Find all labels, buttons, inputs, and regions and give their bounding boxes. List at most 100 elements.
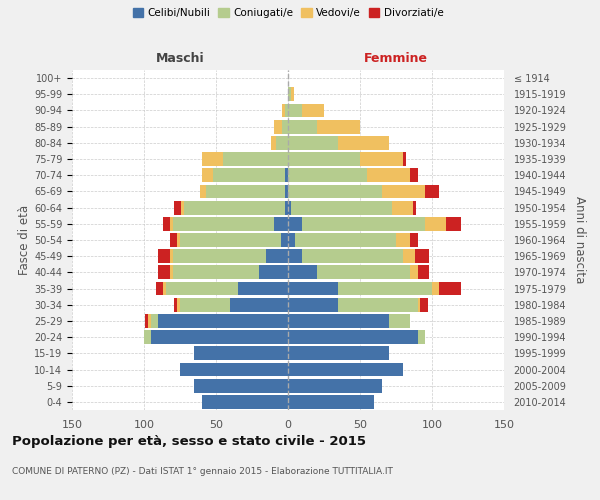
Bar: [288, 379, 382, 392]
Bar: [170, 233, 177, 247]
Bar: [418, 266, 429, 280]
Bar: [202, 152, 223, 166]
Y-axis label: Anni di nascita: Anni di nascita: [573, 196, 586, 284]
Bar: [302, 104, 324, 118]
Bar: [274, 120, 282, 134]
Bar: [282, 104, 285, 118]
Bar: [173, 266, 259, 280]
Bar: [295, 233, 396, 247]
Bar: [151, 314, 158, 328]
Bar: [266, 250, 288, 263]
Bar: [360, 152, 403, 166]
Bar: [163, 282, 166, 296]
Bar: [144, 330, 151, 344]
Bar: [288, 395, 374, 409]
Bar: [288, 217, 302, 230]
Bar: [158, 314, 288, 328]
Bar: [151, 330, 288, 344]
Bar: [396, 233, 410, 247]
Bar: [302, 250, 403, 263]
Bar: [285, 104, 288, 118]
Bar: [288, 282, 338, 296]
Bar: [291, 200, 392, 214]
Bar: [223, 152, 288, 166]
Bar: [173, 250, 266, 263]
Bar: [291, 88, 294, 101]
Bar: [288, 266, 317, 280]
Bar: [194, 346, 288, 360]
Bar: [282, 120, 288, 134]
Bar: [418, 298, 421, 312]
Bar: [392, 200, 413, 214]
Bar: [288, 200, 291, 214]
Bar: [180, 362, 288, 376]
Bar: [288, 250, 302, 263]
Bar: [317, 266, 410, 280]
Bar: [285, 184, 288, 198]
Bar: [158, 250, 170, 263]
Bar: [288, 362, 403, 376]
Bar: [338, 282, 432, 296]
Bar: [206, 184, 285, 198]
Bar: [288, 346, 389, 360]
Bar: [194, 379, 288, 392]
Bar: [180, 233, 281, 247]
Bar: [382, 184, 425, 198]
Bar: [288, 314, 389, 328]
Bar: [259, 266, 288, 280]
Bar: [274, 217, 288, 230]
Bar: [238, 282, 288, 296]
Bar: [413, 200, 416, 214]
Bar: [288, 136, 338, 149]
Bar: [288, 88, 291, 101]
Bar: [425, 217, 446, 230]
Bar: [302, 217, 425, 230]
Bar: [288, 298, 338, 312]
Bar: [288, 184, 382, 198]
Bar: [410, 266, 418, 280]
Bar: [174, 298, 177, 312]
Bar: [338, 136, 389, 149]
Bar: [367, 168, 410, 182]
Bar: [389, 314, 410, 328]
Bar: [288, 104, 302, 118]
Bar: [439, 282, 461, 296]
Bar: [285, 168, 288, 182]
Bar: [317, 120, 360, 134]
Bar: [170, 217, 173, 230]
Bar: [177, 233, 180, 247]
Bar: [170, 266, 173, 280]
Bar: [202, 395, 288, 409]
Bar: [158, 266, 170, 280]
Bar: [145, 314, 148, 328]
Bar: [170, 250, 173, 263]
Bar: [177, 298, 180, 312]
Bar: [418, 330, 425, 344]
Bar: [415, 250, 429, 263]
Bar: [184, 200, 285, 214]
Bar: [432, 282, 439, 296]
Bar: [425, 184, 439, 198]
Bar: [288, 233, 295, 247]
Bar: [271, 136, 277, 149]
Bar: [166, 282, 238, 296]
Bar: [180, 298, 230, 312]
Bar: [281, 233, 288, 247]
Bar: [202, 168, 213, 182]
Legend: Celibi/Nubili, Coniugati/e, Vedovi/e, Divorziati/e: Celibi/Nubili, Coniugati/e, Vedovi/e, Di…: [128, 4, 448, 22]
Bar: [285, 200, 288, 214]
Bar: [288, 152, 360, 166]
Bar: [277, 136, 288, 149]
Bar: [288, 120, 317, 134]
Bar: [163, 217, 170, 230]
Bar: [181, 200, 184, 214]
Bar: [174, 200, 181, 214]
Bar: [403, 250, 415, 263]
Y-axis label: Fasce di età: Fasce di età: [18, 205, 31, 275]
Bar: [288, 168, 367, 182]
Text: Popolazione per età, sesso e stato civile - 2015: Popolazione per età, sesso e stato civil…: [12, 435, 366, 448]
Bar: [230, 298, 288, 312]
Bar: [338, 298, 418, 312]
Bar: [173, 217, 274, 230]
Bar: [446, 217, 461, 230]
